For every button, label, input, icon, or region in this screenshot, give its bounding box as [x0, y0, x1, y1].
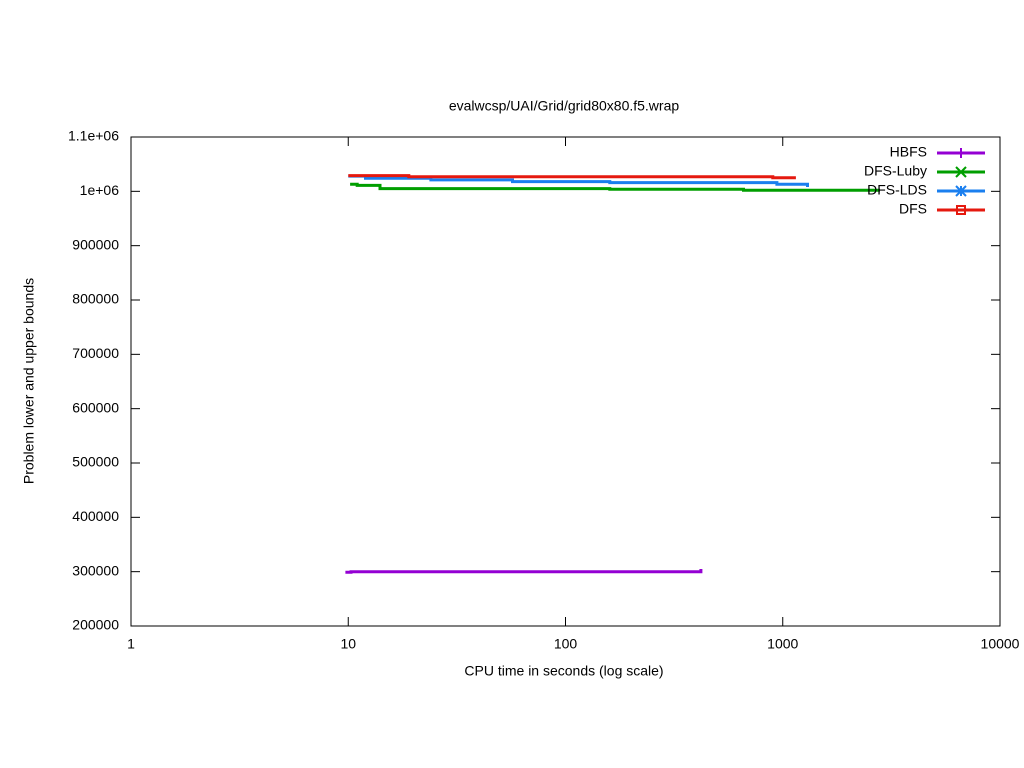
- y-tick-label: 400000: [72, 508, 119, 524]
- legend-marker: [956, 205, 966, 215]
- legend-label: DFS-Luby: [864, 163, 927, 179]
- legend-marker: [955, 166, 967, 178]
- x-tick-label: 10000: [981, 636, 1020, 652]
- x-tick-label: 1: [127, 636, 135, 652]
- series-line: [348, 174, 796, 180]
- x-axis-label: CPU time in seconds (log scale): [464, 663, 663, 679]
- y-tick-label: 600000: [72, 399, 119, 415]
- y-tick-label: 1.1e+06: [68, 128, 119, 144]
- x-tick-label: 10: [340, 636, 356, 652]
- plot-frame: [130, 136, 1001, 627]
- x-tick-label: 100: [554, 636, 578, 652]
- series-line: [345, 569, 703, 574]
- legend-marker: [955, 185, 967, 197]
- y-axis-label: Problem lower and upper bounds: [21, 278, 37, 484]
- series-line: [350, 182, 880, 192]
- legend-label: DFS-LDS: [867, 182, 927, 198]
- chart-title: evalwcsp/UAI/Grid/grid80x80.f5.wrap: [449, 98, 680, 114]
- legend-marker-part: [955, 166, 967, 178]
- y-tick-label: 900000: [72, 236, 119, 252]
- x-tick-label: 1000: [767, 636, 798, 652]
- legend-label: DFS: [899, 201, 927, 217]
- legend-marker-part: [955, 185, 967, 197]
- y-tick-label: 300000: [72, 562, 119, 578]
- legend-marker: [956, 148, 966, 158]
- y-tick-label: 800000: [72, 291, 119, 307]
- y-tick-label: 200000: [72, 617, 119, 633]
- legend-label: HBFS: [890, 144, 927, 160]
- series-line: [348, 174, 809, 187]
- legend-marker-part: [956, 205, 966, 215]
- y-tick-label: 700000: [72, 345, 119, 361]
- y-tick-label: 500000: [72, 454, 119, 470]
- y-tick-label: 1e+06: [80, 182, 120, 198]
